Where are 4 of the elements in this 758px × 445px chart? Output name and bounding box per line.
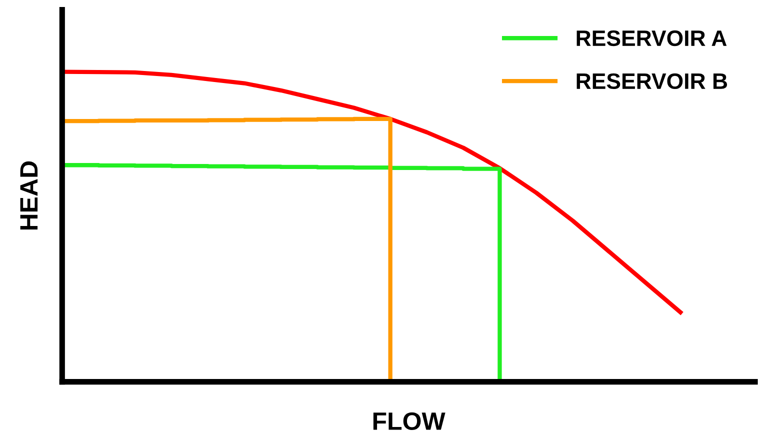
legend-label: RESERVOIR B [576,73,728,90]
legend-label: RESERVOIR A [576,30,727,46]
y-axis-title: HEAD [20,161,38,230]
x-axis-title: FLOW [373,412,446,430]
